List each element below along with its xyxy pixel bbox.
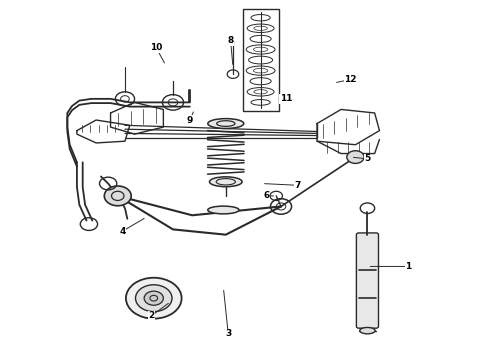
FancyBboxPatch shape bbox=[356, 233, 378, 328]
Text: 11: 11 bbox=[280, 94, 292, 103]
Text: 1: 1 bbox=[405, 262, 412, 271]
Ellipse shape bbox=[209, 177, 242, 187]
Circle shape bbox=[144, 291, 163, 305]
Text: 10: 10 bbox=[150, 43, 162, 52]
Circle shape bbox=[136, 285, 172, 312]
Ellipse shape bbox=[208, 118, 244, 129]
Bar bbox=[243, 9, 279, 111]
Text: 4: 4 bbox=[120, 227, 126, 236]
Text: 12: 12 bbox=[344, 75, 357, 84]
Ellipse shape bbox=[360, 328, 375, 334]
Text: 7: 7 bbox=[294, 181, 301, 190]
Text: 2: 2 bbox=[148, 311, 154, 320]
Circle shape bbox=[104, 186, 131, 206]
Text: 6: 6 bbox=[264, 192, 270, 201]
Text: 5: 5 bbox=[365, 154, 370, 163]
Text: 8: 8 bbox=[227, 36, 234, 45]
Text: 9: 9 bbox=[187, 116, 193, 125]
Ellipse shape bbox=[208, 206, 239, 214]
Circle shape bbox=[347, 151, 364, 163]
Text: 3: 3 bbox=[225, 329, 231, 338]
Circle shape bbox=[126, 278, 182, 319]
